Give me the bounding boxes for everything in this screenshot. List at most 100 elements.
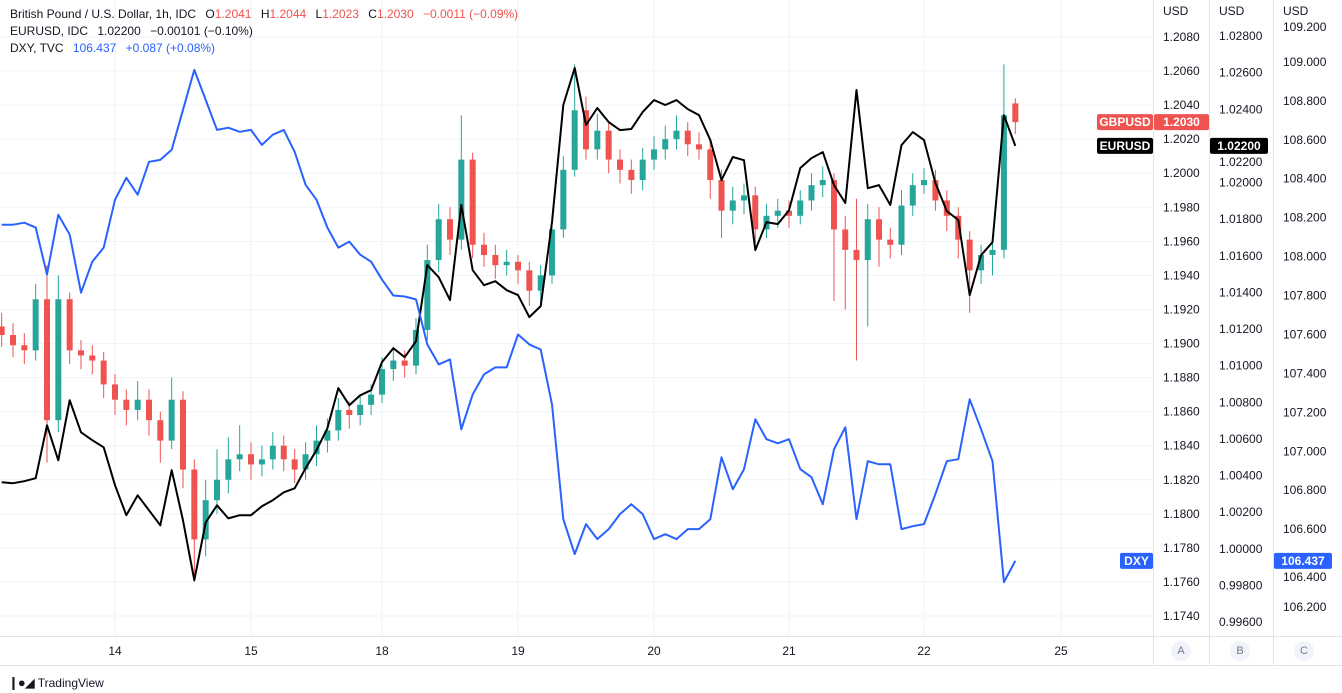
candle bbox=[291, 449, 298, 484]
candle bbox=[447, 207, 453, 255]
candle bbox=[628, 159, 635, 194]
candle-body bbox=[469, 159, 476, 245]
axis-b-tick-label: 1.00400 bbox=[1219, 469, 1263, 483]
candle-body bbox=[357, 404, 364, 416]
candle-body bbox=[955, 215, 962, 240]
candle bbox=[684, 122, 691, 157]
time-tick-label: 18 bbox=[375, 644, 389, 658]
candle bbox=[157, 411, 164, 463]
candle bbox=[324, 418, 331, 453]
axis-c-tick-label: 106.200 bbox=[1283, 600, 1327, 614]
legend-gbpusd[interactable]: British Pound / U.S. Dollar, 1h, IDC O1.… bbox=[10, 6, 518, 23]
candle-body bbox=[269, 445, 276, 460]
candle-body bbox=[44, 299, 50, 421]
candle-body bbox=[819, 180, 826, 186]
axis-a-tick-label: 1.1860 bbox=[1163, 405, 1200, 419]
dxy-name-badge-bg bbox=[1120, 552, 1153, 569]
axis-a-tick-label: 1.1800 bbox=[1163, 507, 1200, 521]
candle bbox=[458, 115, 465, 250]
candle-body bbox=[549, 229, 555, 276]
candle-body bbox=[583, 110, 589, 150]
candle bbox=[335, 398, 342, 441]
candle-body bbox=[32, 299, 39, 351]
candle-body bbox=[571, 110, 578, 170]
candle bbox=[100, 352, 107, 399]
legend-close-value: 1.2030 bbox=[376, 7, 414, 21]
candle-body bbox=[876, 219, 882, 240]
candle-body bbox=[146, 399, 152, 421]
dxy-line bbox=[1, 68, 1017, 584]
candle bbox=[248, 442, 254, 480]
candle-body bbox=[696, 144, 702, 150]
candle-body bbox=[191, 469, 198, 540]
candle bbox=[492, 244, 499, 279]
candle bbox=[752, 186, 759, 245]
axis-c-button[interactable]: C bbox=[1294, 641, 1314, 661]
candle-body bbox=[729, 200, 736, 211]
candle bbox=[797, 190, 804, 225]
candle bbox=[269, 432, 276, 470]
candle bbox=[966, 231, 973, 313]
gbpusd-value-badge-bg bbox=[1154, 114, 1209, 131]
legend-eurusd[interactable]: EURUSD, IDC 1.02200 −0.00101 (−0.10%) bbox=[10, 23, 518, 40]
candle bbox=[236, 425, 243, 472]
candle-body bbox=[864, 219, 871, 261]
axis-b-tick-label: 1.00600 bbox=[1219, 432, 1263, 446]
time-axis[interactable]: 14 15 18 19 20 21 22 25 bbox=[0, 636, 1342, 666]
candle-body bbox=[560, 169, 567, 230]
candle-body bbox=[10, 335, 16, 346]
candle bbox=[424, 244, 431, 341]
legend-low-value: 1.2023 bbox=[322, 7, 359, 21]
time-tick-label: 25 bbox=[1054, 644, 1068, 658]
axis-c-tick-label: 107.800 bbox=[1283, 289, 1327, 303]
candle-body bbox=[481, 244, 487, 255]
axis-b-tick-label: 1.01000 bbox=[1219, 359, 1263, 373]
candle-body bbox=[214, 479, 220, 501]
candle bbox=[225, 437, 232, 494]
candle bbox=[66, 292, 73, 364]
gbpusd-name-badge-bg bbox=[1097, 114, 1153, 131]
tradingview-logo[interactable]: ❙●◢ TradingView bbox=[8, 675, 104, 691]
axis-a-button[interactable]: A bbox=[1171, 641, 1191, 661]
axis-a-tick-label: 1.2060 bbox=[1163, 64, 1200, 78]
price-axes[interactable]: 1.2080 1.2060 1.2040 1.2020 1.2000 1.1980 1.19… bbox=[1153, 0, 1342, 665]
axis-a-tick-label: 1.2040 bbox=[1163, 98, 1200, 112]
axis-b-tick-label: 1.01800 bbox=[1219, 212, 1263, 226]
axis-a-tick-label: 1.2000 bbox=[1163, 166, 1200, 180]
axis-b-tick-label: 1.00800 bbox=[1219, 395, 1263, 409]
candle-body bbox=[966, 239, 973, 271]
candle-body bbox=[100, 360, 107, 385]
legend-dxy[interactable]: DXY, TVC 106.437 +0.087 (+0.08%) bbox=[10, 40, 518, 57]
axis-c-tick-label: 108.000 bbox=[1283, 250, 1327, 264]
axis-b-currency: USD bbox=[1219, 4, 1269, 18]
axis-b-button[interactable]: B bbox=[1230, 641, 1250, 661]
candle-body bbox=[831, 180, 837, 230]
candle-body bbox=[202, 500, 209, 540]
candle-body bbox=[526, 270, 533, 291]
candle bbox=[605, 122, 612, 174]
series-lines bbox=[1, 67, 1017, 584]
candle-body bbox=[157, 420, 164, 441]
candle bbox=[594, 113, 601, 160]
candle-body bbox=[887, 239, 894, 245]
axis-c-tick-label: 108.600 bbox=[1283, 133, 1327, 147]
legend-close-label: C bbox=[368, 7, 377, 21]
candle-body bbox=[324, 430, 331, 441]
candle-body bbox=[313, 440, 320, 455]
candle bbox=[819, 166, 826, 198]
legend-open-value: 1.2041 bbox=[214, 7, 252, 21]
dxy-value-badge-bg bbox=[1274, 552, 1332, 569]
axis-c-tick-label: 106.800 bbox=[1283, 483, 1327, 497]
axis-a-tick-label: 1.2080 bbox=[1163, 30, 1200, 44]
candle-body bbox=[447, 219, 453, 240]
candle bbox=[515, 254, 521, 284]
candle-body bbox=[413, 329, 419, 366]
dxy-name-badge: DXY bbox=[1124, 554, 1149, 568]
candle-body bbox=[390, 360, 397, 370]
legend-dxy-value: 106.437 bbox=[72, 41, 117, 55]
axis-c-tick-label: 108.200 bbox=[1283, 211, 1327, 225]
candle-body bbox=[0, 326, 5, 336]
candle-body bbox=[78, 350, 84, 356]
legend-high-label: H bbox=[260, 7, 270, 21]
